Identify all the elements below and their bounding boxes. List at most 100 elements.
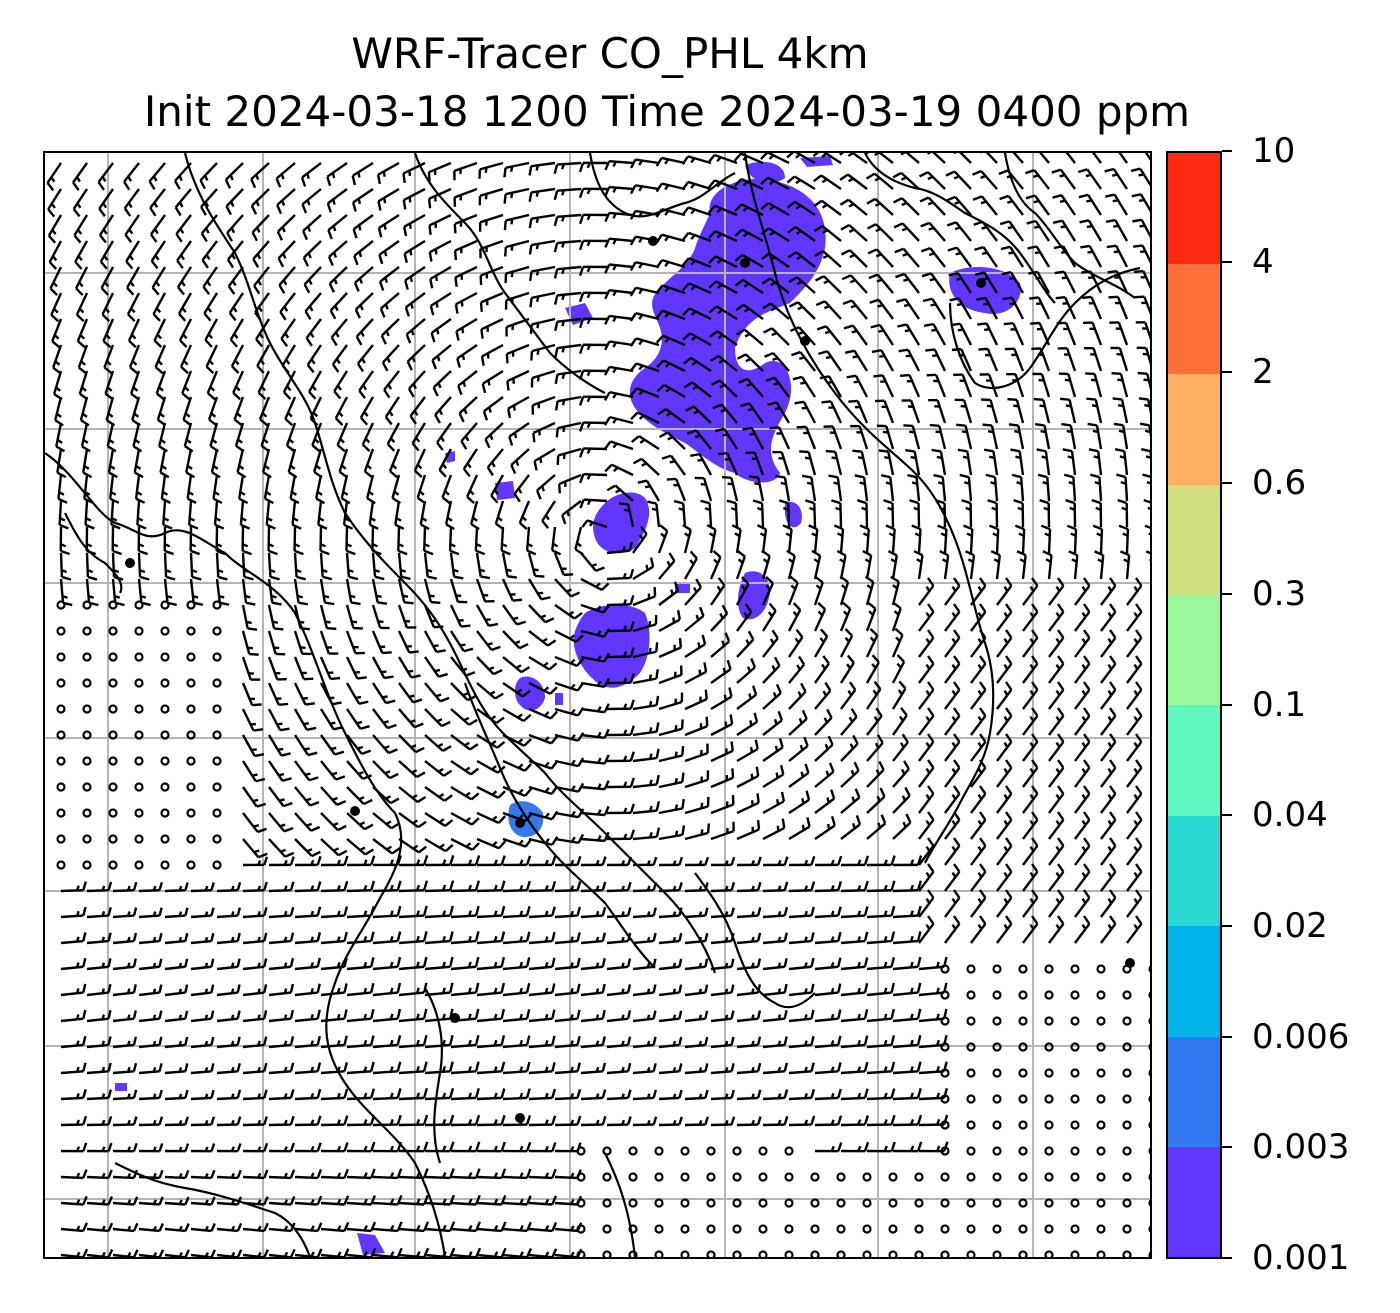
wind-barb-feather [101,910,106,917]
wind-barb-feather [81,386,87,392]
wind-barb-feather [346,549,356,556]
wind-barb [554,343,582,358]
wind-barb-feather [706,823,710,834]
wind-barb-staff [1068,399,1077,424]
wind-barb-staff [807,451,817,476]
wind-barb-feather [135,464,142,470]
wind-barb-staff [736,720,758,737]
wind-barb-feather [460,643,466,647]
wind-barb-staff [908,374,921,398]
wind-barb-feather [742,155,748,161]
wind-barb [1022,603,1039,632]
tracer-plume [949,267,1021,314]
wind-barb-feather [824,330,831,335]
wind-barb-feather [577,757,585,767]
wind-barb [340,474,351,505]
wind-barb-feather [438,469,447,478]
wind-barb-staff [635,337,660,347]
wind-calm-circle [108,782,118,792]
wind-barb-feather [1145,455,1150,459]
wind-barb [919,196,946,216]
wind-barb [326,162,348,187]
wind-barb-feather [1029,637,1035,644]
wind-barb [189,552,202,581]
tracer-plume [115,1083,127,1091]
wind-barb [944,707,961,736]
wind-barb-staff [900,171,920,190]
wind-barb-feather [621,911,625,917]
wind-barb-feather [724,632,731,642]
wind-barb-staff [176,240,192,262]
wind-barb [970,577,987,606]
wind-barb [510,448,530,475]
wind-barb-feather [1031,811,1039,821]
wind-barb [1074,603,1091,632]
wind-barb-staff [371,526,375,551]
wind-barb-feather [360,331,365,338]
wind-barb [944,837,961,866]
wind-barb-feather [709,354,720,362]
wind-barb-staff [865,503,869,528]
wind-barb [682,332,712,347]
wind-barb [866,734,884,762]
wind-barb [1074,707,1091,736]
wind-barb-feather [174,206,182,217]
wind-barb-staff [1048,663,1065,684]
wind-barb-feather [597,835,602,841]
wind-barb [850,424,869,450]
wind-barb-feather [951,845,957,852]
wind-barb [842,299,868,320]
wind-barb-feather [497,790,506,799]
wind-barb [210,448,221,479]
wind-barb-feather [850,708,858,718]
wind-barb-staff [293,578,300,603]
wind-barb-staff [775,401,791,424]
wind-barb-staff [1039,153,1050,164]
wind-barb-staff [346,888,372,893]
wind-barb-feather [1034,251,1041,255]
wind-barb [710,856,736,867]
wind-barb [476,656,503,676]
wind-barb-feather [717,308,724,315]
wind-barb-feather [1068,481,1075,485]
wind-barb-staff [962,399,973,424]
wind-barb-feather [231,280,237,287]
wind-barb-feather [265,490,272,496]
wind-barb-staff [554,837,579,845]
wind-barb-staff [866,742,884,762]
wind-barb [1048,759,1065,788]
wind-barb-feather [404,601,414,605]
wind-barb-feather [655,695,660,706]
wind-barb [866,855,896,867]
wind-barb-staff [527,552,537,577]
wind-barb-feather [126,936,131,942]
wind-barb-staff [372,838,393,855]
wind-barb-feather [817,610,824,617]
wind-barb [72,162,88,191]
wind-barb-staff [133,448,141,473]
wind-barb-feather [716,207,722,214]
wind-barb-feather [991,506,998,511]
wind-barb-staff [714,230,738,243]
wind-barb-feather [674,830,679,837]
wind-barb-staff [424,914,451,919]
wind-barb-feather [1057,603,1065,613]
wind-barb-feather [786,175,796,184]
wind-barb-staff [380,318,400,337]
wind-barb-staff [454,265,478,279]
wind-barb-staff [892,741,909,762]
wind-barb-staff [709,556,722,580]
wind-barb-staff [397,578,406,603]
wind-barb [46,162,62,192]
wind-barb-feather [1002,296,1013,301]
wind-barb-feather [125,260,134,270]
wind-barb-staff [398,914,425,919]
wind-barb [504,239,530,257]
wind-barb-feather [704,882,709,891]
wind-barb-feather [894,247,904,254]
wind-barb [345,578,361,606]
wind-barb-staff [1091,322,1103,346]
wind-barb [1135,321,1150,340]
wind-barb-staff [476,733,498,749]
wind-barb [535,474,556,500]
